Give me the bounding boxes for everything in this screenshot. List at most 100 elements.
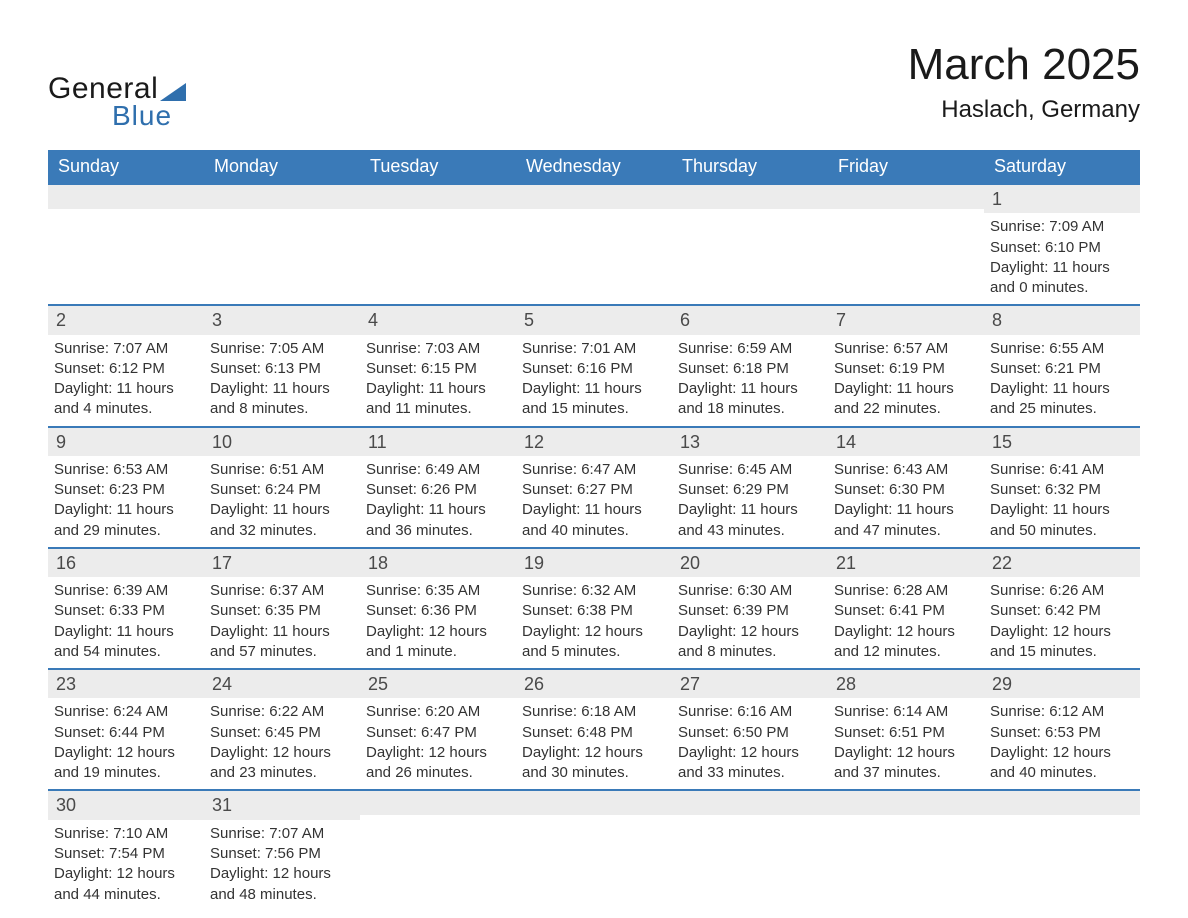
day-daylight: Daylight: 11 hours and 29 minutes. xyxy=(54,500,198,541)
day-body: Sunrise: 6:28 AMSunset: 6:41 PMDaylight:… xyxy=(828,577,984,668)
day-number: 17 xyxy=(204,549,360,577)
week-row: 2Sunrise: 7:07 AMSunset: 6:12 PMDaylight… xyxy=(48,304,1140,425)
day-sunset: Sunset: 6:15 PM xyxy=(366,359,510,379)
day-cell xyxy=(360,789,516,910)
day-number: 15 xyxy=(984,428,1140,456)
day-sunset: Sunset: 6:45 PM xyxy=(210,723,354,743)
day-body: Sunrise: 6:24 AMSunset: 6:44 PMDaylight:… xyxy=(48,698,204,789)
day-sunset: Sunset: 6:32 PM xyxy=(990,480,1134,500)
day-sunrise: Sunrise: 6:43 AM xyxy=(834,460,978,480)
day-cell: 15Sunrise: 6:41 AMSunset: 6:32 PMDayligh… xyxy=(984,426,1140,547)
day-cell xyxy=(204,183,360,304)
day-sunset: Sunset: 6:18 PM xyxy=(678,359,822,379)
weeks-container: 1Sunrise: 7:09 AMSunset: 6:10 PMDaylight… xyxy=(48,183,1140,911)
day-number: 19 xyxy=(516,549,672,577)
day-number: 12 xyxy=(516,428,672,456)
week-row: 30Sunrise: 7:10 AMSunset: 7:54 PMDayligh… xyxy=(48,789,1140,910)
day-sunrise: Sunrise: 6:14 AM xyxy=(834,702,978,722)
day-number: 14 xyxy=(828,428,984,456)
day-cell xyxy=(516,183,672,304)
day-number xyxy=(672,185,828,209)
day-cell: 6Sunrise: 6:59 AMSunset: 6:18 PMDaylight… xyxy=(672,304,828,425)
day-cell: 22Sunrise: 6:26 AMSunset: 6:42 PMDayligh… xyxy=(984,547,1140,668)
day-number: 26 xyxy=(516,670,672,698)
day-sunset: Sunset: 6:23 PM xyxy=(54,480,198,500)
day-body: Sunrise: 6:32 AMSunset: 6:38 PMDaylight:… xyxy=(516,577,672,668)
day-header-cell: Tuesday xyxy=(360,150,516,183)
day-sunset: Sunset: 6:26 PM xyxy=(366,480,510,500)
day-sunset: Sunset: 6:12 PM xyxy=(54,359,198,379)
day-number xyxy=(516,185,672,209)
day-sunset: Sunset: 6:30 PM xyxy=(834,480,978,500)
day-sunrise: Sunrise: 6:51 AM xyxy=(210,460,354,480)
day-body: Sunrise: 7:07 AMSunset: 7:56 PMDaylight:… xyxy=(204,820,360,911)
day-number: 13 xyxy=(672,428,828,456)
day-sunset: Sunset: 6:51 PM xyxy=(834,723,978,743)
day-sunrise: Sunrise: 6:57 AM xyxy=(834,339,978,359)
day-cell: 13Sunrise: 6:45 AMSunset: 6:29 PMDayligh… xyxy=(672,426,828,547)
day-body xyxy=(204,209,360,219)
day-cell: 18Sunrise: 6:35 AMSunset: 6:36 PMDayligh… xyxy=(360,547,516,668)
day-sunset: Sunset: 6:27 PM xyxy=(522,480,666,500)
day-sunset: Sunset: 6:41 PM xyxy=(834,601,978,621)
day-sunset: Sunset: 6:42 PM xyxy=(990,601,1134,621)
brand-logo: General Blue xyxy=(48,72,186,132)
day-body: Sunrise: 6:39 AMSunset: 6:33 PMDaylight:… xyxy=(48,577,204,668)
day-body xyxy=(984,815,1140,825)
day-daylight: Daylight: 11 hours and 57 minutes. xyxy=(210,622,354,663)
day-daylight: Daylight: 11 hours and 32 minutes. xyxy=(210,500,354,541)
day-number: 10 xyxy=(204,428,360,456)
day-sunset: Sunset: 6:24 PM xyxy=(210,480,354,500)
day-number: 28 xyxy=(828,670,984,698)
day-body: Sunrise: 6:35 AMSunset: 6:36 PMDaylight:… xyxy=(360,577,516,668)
day-cell: 11Sunrise: 6:49 AMSunset: 6:26 PMDayligh… xyxy=(360,426,516,547)
day-body: Sunrise: 6:22 AMSunset: 6:45 PMDaylight:… xyxy=(204,698,360,789)
day-cell: 29Sunrise: 6:12 AMSunset: 6:53 PMDayligh… xyxy=(984,668,1140,789)
day-body: Sunrise: 6:18 AMSunset: 6:48 PMDaylight:… xyxy=(516,698,672,789)
day-number xyxy=(360,185,516,209)
day-cell xyxy=(360,183,516,304)
day-cell: 7Sunrise: 6:57 AMSunset: 6:19 PMDaylight… xyxy=(828,304,984,425)
day-daylight: Daylight: 12 hours and 5 minutes. xyxy=(522,622,666,663)
day-daylight: Daylight: 12 hours and 37 minutes. xyxy=(834,743,978,784)
day-body xyxy=(828,209,984,219)
day-number: 21 xyxy=(828,549,984,577)
day-sunrise: Sunrise: 6:20 AM xyxy=(366,702,510,722)
brand-triangle-icon xyxy=(160,83,186,101)
day-number: 6 xyxy=(672,306,828,334)
day-body: Sunrise: 7:01 AMSunset: 6:16 PMDaylight:… xyxy=(516,335,672,426)
day-number: 1 xyxy=(984,185,1140,213)
day-sunset: Sunset: 6:33 PM xyxy=(54,601,198,621)
day-sunrise: Sunrise: 7:07 AM xyxy=(210,824,354,844)
day-sunrise: Sunrise: 6:32 AM xyxy=(522,581,666,601)
day-number: 11 xyxy=(360,428,516,456)
day-body: Sunrise: 7:10 AMSunset: 7:54 PMDaylight:… xyxy=(48,820,204,911)
day-daylight: Daylight: 12 hours and 15 minutes. xyxy=(990,622,1134,663)
day-daylight: Daylight: 12 hours and 12 minutes. xyxy=(834,622,978,663)
day-daylight: Daylight: 12 hours and 26 minutes. xyxy=(366,743,510,784)
day-cell xyxy=(828,789,984,910)
day-header-cell: Saturday xyxy=(984,150,1140,183)
day-number: 30 xyxy=(48,791,204,819)
day-body: Sunrise: 6:20 AMSunset: 6:47 PMDaylight:… xyxy=(360,698,516,789)
day-number: 8 xyxy=(984,306,1140,334)
day-sunset: Sunset: 6:29 PM xyxy=(678,480,822,500)
day-daylight: Daylight: 11 hours and 18 minutes. xyxy=(678,379,822,420)
day-cell: 19Sunrise: 6:32 AMSunset: 6:38 PMDayligh… xyxy=(516,547,672,668)
day-body: Sunrise: 6:26 AMSunset: 6:42 PMDaylight:… xyxy=(984,577,1140,668)
day-cell: 14Sunrise: 6:43 AMSunset: 6:30 PMDayligh… xyxy=(828,426,984,547)
day-daylight: Daylight: 12 hours and 30 minutes. xyxy=(522,743,666,784)
day-daylight: Daylight: 12 hours and 8 minutes. xyxy=(678,622,822,663)
day-header-cell: Monday xyxy=(204,150,360,183)
day-cell xyxy=(48,183,204,304)
day-body: Sunrise: 6:59 AMSunset: 6:18 PMDaylight:… xyxy=(672,335,828,426)
day-cell: 30Sunrise: 7:10 AMSunset: 7:54 PMDayligh… xyxy=(48,789,204,910)
day-daylight: Daylight: 11 hours and 8 minutes. xyxy=(210,379,354,420)
day-cell: 16Sunrise: 6:39 AMSunset: 6:33 PMDayligh… xyxy=(48,547,204,668)
day-cell: 21Sunrise: 6:28 AMSunset: 6:41 PMDayligh… xyxy=(828,547,984,668)
day-number: 16 xyxy=(48,549,204,577)
day-cell: 20Sunrise: 6:30 AMSunset: 6:39 PMDayligh… xyxy=(672,547,828,668)
day-cell: 3Sunrise: 7:05 AMSunset: 6:13 PMDaylight… xyxy=(204,304,360,425)
day-cell: 8Sunrise: 6:55 AMSunset: 6:21 PMDaylight… xyxy=(984,304,1140,425)
day-number: 27 xyxy=(672,670,828,698)
